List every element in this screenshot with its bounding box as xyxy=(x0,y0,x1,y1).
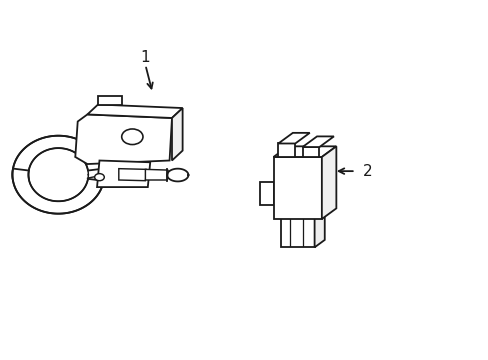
Polygon shape xyxy=(280,217,314,247)
Circle shape xyxy=(122,129,142,145)
Text: 2: 2 xyxy=(362,164,372,179)
Polygon shape xyxy=(302,136,333,147)
Polygon shape xyxy=(12,168,103,214)
Polygon shape xyxy=(75,114,172,164)
Circle shape xyxy=(95,174,104,181)
Polygon shape xyxy=(145,169,168,180)
Polygon shape xyxy=(273,146,336,157)
Polygon shape xyxy=(321,146,336,219)
Polygon shape xyxy=(302,147,319,157)
Polygon shape xyxy=(278,144,295,157)
Polygon shape xyxy=(12,136,103,181)
Polygon shape xyxy=(87,104,182,118)
Text: 1: 1 xyxy=(140,50,150,65)
Polygon shape xyxy=(172,108,182,161)
Polygon shape xyxy=(273,157,321,219)
Polygon shape xyxy=(278,133,309,144)
Polygon shape xyxy=(97,161,150,187)
Polygon shape xyxy=(314,210,324,247)
Polygon shape xyxy=(260,182,273,205)
Polygon shape xyxy=(119,168,146,181)
Polygon shape xyxy=(98,96,122,104)
